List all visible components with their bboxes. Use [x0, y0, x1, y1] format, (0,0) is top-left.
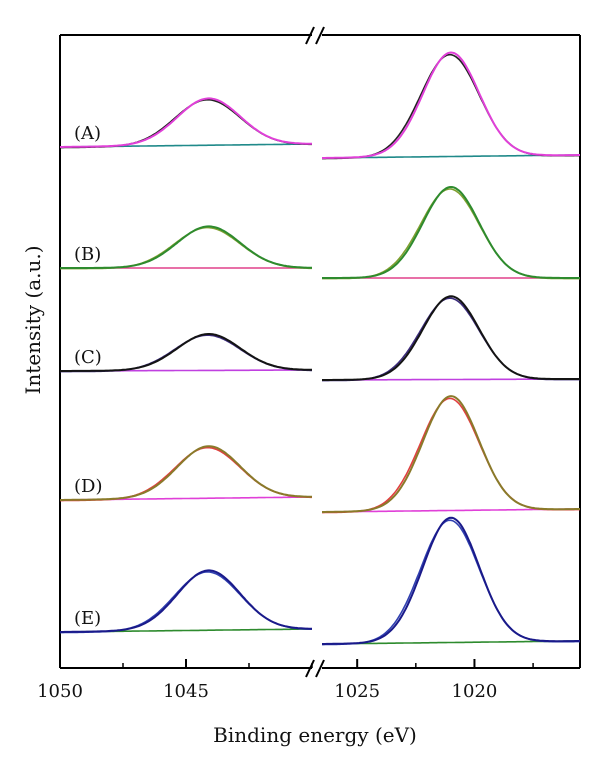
- fit-curve-1-left: [60, 97, 312, 148]
- fit-curve-5-right: [322, 516, 580, 645]
- data-curve-3-right: [322, 297, 580, 382]
- data-curve-2-right: [322, 188, 580, 280]
- axis-break-bottom: [305, 659, 325, 678]
- data-curve-4-right: [322, 397, 580, 514]
- fit-curve-3-left: [60, 333, 312, 372]
- fit-curve-1-right: [322, 51, 580, 159]
- axis-break-top: [305, 26, 325, 45]
- fit-curve-4-right: [322, 395, 580, 513]
- x-ticks: 1050 1045 1025 1020: [37, 659, 534, 702]
- spectra-curves: [60, 51, 580, 646]
- panel-labels: (A) (B) (C) (D) (E): [74, 123, 102, 629]
- panel-label-5: (E): [74, 608, 101, 629]
- fit-curve-5-left: [60, 569, 312, 633]
- fit-curve-2-right: [322, 185, 580, 279]
- fit-curve-3-right: [322, 295, 580, 381]
- data-curve-5-right: [322, 519, 580, 646]
- data-curve-1-right: [322, 53, 580, 160]
- baseline-5-right: [322, 640, 580, 645]
- plot-frame: [59, 34, 581, 669]
- panel-label-1: (A): [74, 123, 101, 144]
- x-axis-label: Binding energy (eV): [213, 723, 417, 747]
- panel-label-3: (C): [74, 347, 102, 368]
- fit-curve-2-left: [60, 225, 312, 269]
- panel-label-2: (B): [74, 244, 101, 265]
- fit-curve-4-left: [60, 445, 313, 501]
- panel-label-4: (D): [74, 476, 102, 497]
- y-axis-label: Intensity (a.u.): [21, 245, 45, 394]
- x-tick-label: 1045: [163, 681, 209, 702]
- x-tick-label: 1020: [452, 681, 498, 702]
- x-tick-label: 1025: [334, 681, 380, 702]
- x-tick-label: 1050: [37, 681, 83, 702]
